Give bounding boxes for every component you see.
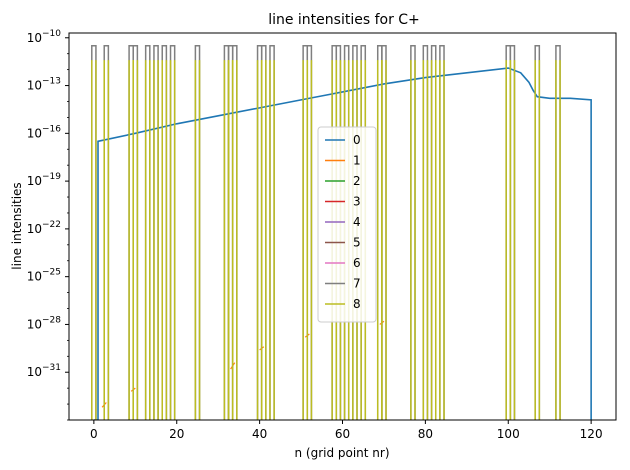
legend-box — [317, 126, 377, 323]
x-tick-label: 0 — [90, 427, 98, 441]
legend-label-2: 2 — [353, 174, 361, 188]
series-0-line — [93, 67, 592, 420]
x-axis: 0 20 40 60 80 100 120 — [90, 420, 603, 441]
legend-label-1: 1 — [353, 154, 361, 168]
x-tick-label: 100 — [497, 427, 520, 441]
x-tick-label: 20 — [169, 427, 184, 441]
series-8-spike — [260, 60, 267, 420]
series-8-spike — [144, 60, 151, 420]
x-tick-label: 120 — [580, 427, 603, 441]
series-8-spike — [306, 60, 313, 420]
series-8-spike — [430, 60, 437, 420]
y-tick-label: 10 — [27, 270, 42, 284]
x-tick-label: 40 — [252, 427, 267, 441]
y-tick-exponent: −25 — [42, 268, 61, 278]
series-8-spike — [509, 60, 516, 420]
legend-label-7: 7 — [353, 277, 361, 291]
series-8-spike — [161, 60, 168, 420]
y-tick-label: 10 — [27, 365, 42, 379]
y-tick-exponent: −19 — [42, 172, 61, 182]
y-tick-label: 10 — [27, 317, 42, 331]
series-8-spike — [91, 60, 97, 420]
series-8-spike — [439, 60, 445, 420]
y-tick-exponent: −28 — [42, 315, 61, 325]
y-tick-exponent: −13 — [42, 77, 61, 87]
x-tick-label: 80 — [418, 427, 433, 441]
series-8-spike — [132, 60, 139, 420]
chart-title: line intensities for C+ — [268, 12, 420, 28]
legend-label-8: 8 — [353, 297, 361, 311]
series-8-spike — [534, 60, 541, 420]
y-tick-exponent: −22 — [42, 220, 61, 230]
x-axis-title: n (grid point nr) — [294, 446, 389, 460]
x-tick-label: 60 — [335, 427, 350, 441]
series-8-spike — [153, 60, 159, 420]
y-tick-label: 10 — [27, 174, 42, 188]
y-tick-label: 10 — [27, 222, 42, 236]
legend-label-0: 0 — [353, 133, 361, 147]
legend-label-6: 6 — [353, 256, 361, 270]
y-tick-label: 10 — [27, 79, 42, 93]
series-8-spike — [422, 60, 429, 420]
legend-label-4: 4 — [353, 215, 361, 229]
legend: 0 1 2 3 4 5 6 7 8 — [317, 126, 377, 323]
legend-label-3: 3 — [353, 195, 361, 209]
legend-label-5: 5 — [353, 236, 361, 250]
series-8-spike — [555, 60, 561, 420]
series-8-spike — [231, 60, 238, 420]
series-8-spike — [169, 60, 176, 420]
y-tick-exponent: −16 — [42, 124, 61, 134]
series-8-spike — [269, 60, 275, 420]
series-8-spike — [410, 60, 416, 420]
series-8-spike — [103, 60, 110, 420]
y-tick-label: 10 — [27, 126, 42, 140]
y-axis-title: line intensities — [10, 182, 24, 269]
series-8-spike — [381, 60, 387, 420]
y-tick-label: 10 — [27, 31, 42, 45]
y-tick-exponent: −10 — [42, 29, 61, 39]
y-tick-exponent: −31 — [42, 363, 61, 373]
series-8-spike — [194, 60, 201, 420]
